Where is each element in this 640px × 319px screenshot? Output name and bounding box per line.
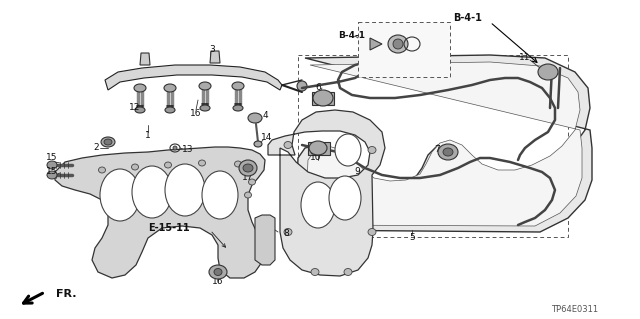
Text: 3: 3	[209, 46, 215, 55]
Ellipse shape	[165, 164, 205, 216]
Ellipse shape	[47, 161, 57, 169]
Text: 7: 7	[435, 145, 440, 154]
Polygon shape	[308, 142, 330, 155]
Polygon shape	[105, 65, 282, 90]
Text: E-15-11: E-15-11	[148, 223, 189, 233]
Ellipse shape	[311, 269, 319, 276]
Text: 11: 11	[519, 54, 531, 63]
Polygon shape	[370, 38, 382, 50]
Polygon shape	[55, 147, 265, 278]
Ellipse shape	[254, 141, 262, 147]
Polygon shape	[140, 53, 150, 65]
Text: 6: 6	[315, 84, 321, 93]
Ellipse shape	[248, 179, 255, 185]
Polygon shape	[210, 51, 220, 63]
Ellipse shape	[99, 167, 106, 173]
Ellipse shape	[100, 169, 140, 221]
Ellipse shape	[243, 164, 253, 172]
Polygon shape	[268, 110, 385, 276]
Ellipse shape	[329, 176, 361, 220]
Ellipse shape	[248, 113, 262, 123]
Ellipse shape	[131, 164, 138, 170]
Ellipse shape	[284, 142, 292, 149]
Ellipse shape	[232, 82, 244, 90]
Ellipse shape	[134, 84, 146, 92]
Polygon shape	[255, 215, 275, 265]
Ellipse shape	[393, 39, 403, 49]
Text: 2: 2	[93, 144, 99, 152]
Text: TP64E0311: TP64E0311	[551, 306, 598, 315]
Ellipse shape	[200, 105, 210, 111]
Ellipse shape	[368, 146, 376, 153]
Ellipse shape	[132, 166, 172, 218]
Ellipse shape	[164, 84, 176, 92]
Ellipse shape	[47, 171, 57, 179]
Ellipse shape	[239, 160, 257, 176]
Ellipse shape	[234, 161, 241, 167]
Ellipse shape	[104, 139, 112, 145]
Text: 16: 16	[212, 278, 224, 286]
Text: 8: 8	[283, 229, 289, 239]
Ellipse shape	[309, 141, 327, 155]
Ellipse shape	[313, 90, 333, 106]
Text: 9: 9	[354, 167, 360, 176]
Text: 14: 14	[261, 133, 273, 143]
Bar	[358, 22, 450, 77]
Ellipse shape	[443, 148, 453, 156]
Text: 10: 10	[310, 153, 322, 162]
Ellipse shape	[244, 192, 252, 198]
Ellipse shape	[165, 107, 175, 113]
Text: 15: 15	[46, 153, 58, 162]
Bar	[298, 55, 568, 237]
Ellipse shape	[335, 134, 361, 166]
Ellipse shape	[101, 137, 115, 147]
Polygon shape	[312, 92, 334, 105]
Text: 4: 4	[262, 112, 268, 121]
Polygon shape	[295, 55, 592, 232]
Ellipse shape	[301, 182, 335, 228]
Ellipse shape	[344, 269, 352, 276]
Text: 5: 5	[409, 233, 415, 241]
Ellipse shape	[214, 269, 222, 276]
Text: 1: 1	[145, 131, 151, 140]
Ellipse shape	[164, 162, 172, 168]
Text: B-4-1: B-4-1	[454, 13, 483, 23]
Ellipse shape	[233, 105, 243, 111]
Text: 16: 16	[190, 108, 202, 117]
Ellipse shape	[538, 64, 558, 80]
Text: 13: 13	[182, 145, 194, 154]
Ellipse shape	[198, 160, 205, 166]
Ellipse shape	[246, 167, 253, 173]
Ellipse shape	[368, 228, 376, 235]
Ellipse shape	[173, 146, 177, 150]
Ellipse shape	[135, 107, 145, 113]
Ellipse shape	[284, 228, 292, 235]
Text: 15: 15	[46, 167, 58, 176]
Ellipse shape	[199, 82, 211, 90]
Ellipse shape	[202, 171, 238, 219]
Ellipse shape	[438, 144, 458, 160]
Ellipse shape	[209, 265, 227, 279]
Text: 12: 12	[129, 103, 141, 113]
Text: B-4-1: B-4-1	[338, 31, 365, 40]
Text: 17: 17	[243, 174, 253, 182]
Ellipse shape	[297, 81, 307, 91]
Polygon shape	[305, 62, 582, 226]
Ellipse shape	[388, 35, 408, 53]
Text: FR.: FR.	[56, 289, 77, 299]
